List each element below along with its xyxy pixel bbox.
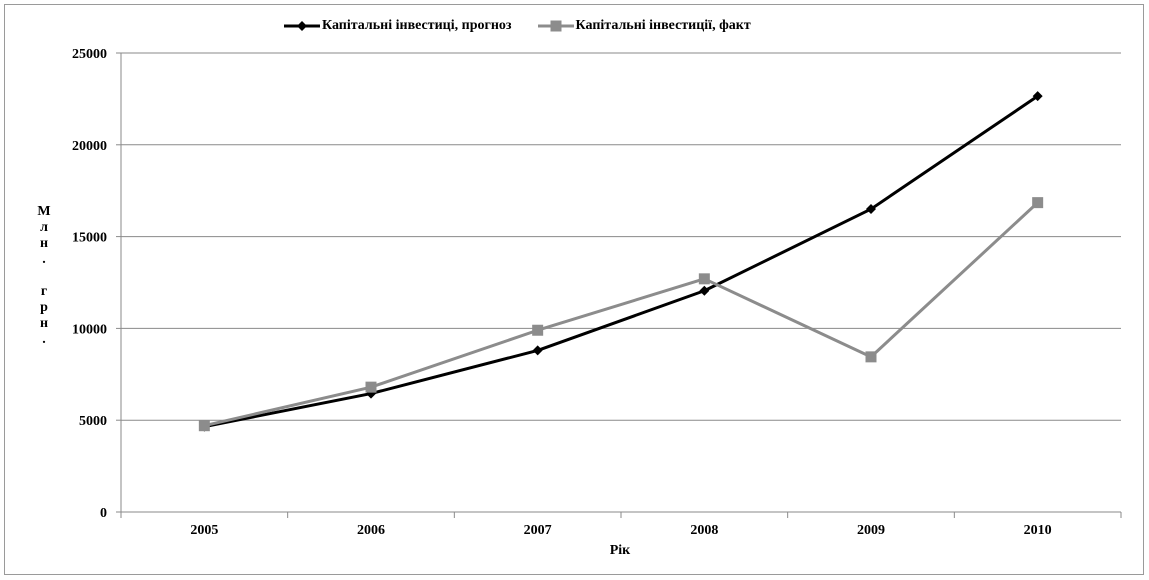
legend-item: Капітальні інвестиції, факт xyxy=(537,18,751,34)
legend-label: Капітальні інвестиці, прогноз xyxy=(322,18,512,33)
legend-swatch xyxy=(537,20,574,32)
legend: Капітальні інвестиці, прогноз Капітальні … xyxy=(284,18,777,34)
x-tick-label: 2005 xyxy=(190,523,218,538)
legend-item: Капітальні інвестиці, прогноз xyxy=(284,18,512,34)
legend-swatch xyxy=(284,21,320,31)
data-point-square xyxy=(865,351,877,363)
data-point-diamond xyxy=(699,285,710,296)
y-tick-label: 5000 xyxy=(79,414,107,429)
x-axis-label: Рік xyxy=(610,543,631,558)
x-tick-label: 2009 xyxy=(857,523,885,538)
data-point-square xyxy=(365,381,377,393)
series-layer xyxy=(198,91,1044,432)
data-point-square xyxy=(532,324,544,336)
data-point-diamond xyxy=(1032,91,1043,102)
chart-frame xyxy=(4,4,1144,575)
x-tick-label: 2007 xyxy=(524,523,552,538)
series-line-1 xyxy=(203,201,1039,428)
series-line-0 xyxy=(204,94,1039,429)
x-tick-label: 2008 xyxy=(690,523,718,538)
data-point-square xyxy=(1032,197,1044,209)
tick-labels: 0 5000 10000 15000 20000 25000 2005 2006 2007 200… xyxy=(72,47,1052,538)
data-point-diamond xyxy=(866,204,876,215)
y-tick-label: 10000 xyxy=(72,322,107,337)
data-point-square xyxy=(698,273,710,285)
legend-label: Капітальні інвестиції, факт xyxy=(575,18,751,33)
y-tick-label: 25000 xyxy=(72,47,107,62)
axes xyxy=(116,52,1122,518)
gridlines xyxy=(121,52,1121,421)
y-tick-label: 15000 xyxy=(72,231,107,246)
data-point-diamond xyxy=(532,345,543,356)
y-tick-label: 0 xyxy=(100,506,107,521)
x-tick-label: 2006 xyxy=(357,523,385,538)
y-tick-label: 20000 xyxy=(72,139,107,154)
x-tick-label: 2010 xyxy=(1024,523,1052,538)
data-point-square xyxy=(198,420,210,432)
